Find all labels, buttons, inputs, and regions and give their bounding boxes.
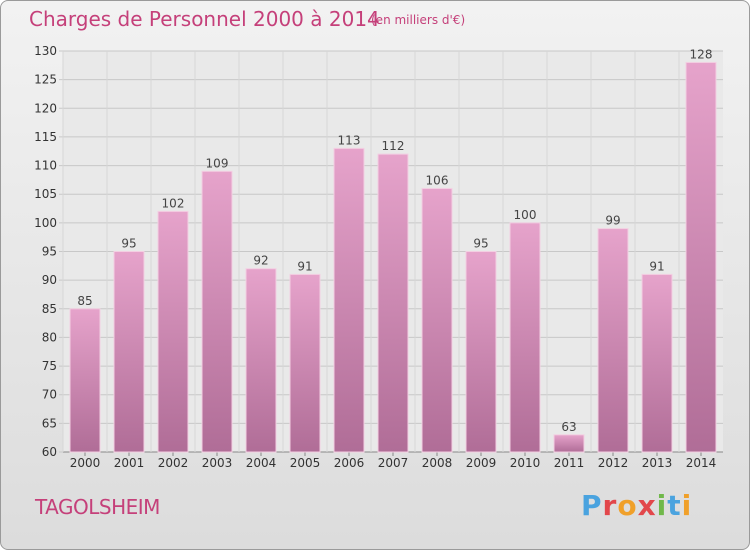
bar-2009 — [465, 251, 497, 453]
x-tick-label-2014: 2014 — [686, 456, 717, 470]
x-tick-label-2006: 2006 — [334, 456, 365, 470]
value-label-2014: 128 — [690, 47, 713, 61]
x-tick-label-2001: 2001 — [114, 456, 145, 470]
y-tick-label: 115 — [34, 130, 57, 144]
x-tick-label-2011: 2011 — [554, 456, 585, 470]
bar-2001 — [113, 251, 145, 453]
y-tick-label: 125 — [34, 73, 57, 87]
label-layer: 85 2000 95 2001 102 2002 109 2003 92 2004 91 2005 11… — [70, 47, 717, 470]
y-tick-label: 95 — [42, 245, 57, 259]
x-tick-label-2010: 2010 — [510, 456, 541, 470]
x-tick-label-2005: 2005 — [290, 456, 321, 470]
x-tick-label-2013: 2013 — [642, 456, 673, 470]
x-tick-label-2008: 2008 — [422, 456, 453, 470]
chart-unit: (en milliers d'€) — [371, 13, 466, 27]
logo-letter: t — [667, 489, 682, 522]
logo-letter: r — [602, 489, 618, 522]
bar-2002 — [157, 210, 189, 453]
y-tick-label: 100 — [34, 216, 57, 230]
x-tick-label-2007: 2007 — [378, 456, 409, 470]
value-label-2013: 91 — [649, 259, 664, 273]
y-tick-label: 110 — [34, 159, 57, 173]
value-label-2007: 112 — [382, 139, 405, 153]
y-tick-label: 65 — [42, 416, 57, 430]
y-tick-label: 80 — [42, 330, 57, 344]
value-label-2005: 91 — [297, 259, 312, 273]
bar-2012 — [597, 228, 629, 453]
y-tick-label: 75 — [42, 359, 57, 373]
value-label-2001: 95 — [121, 237, 136, 251]
x-tick-label-2009: 2009 — [466, 456, 497, 470]
y-tick-label: 85 — [42, 302, 57, 316]
value-label-2012: 99 — [605, 214, 620, 228]
value-label-2003: 109 — [206, 156, 229, 170]
bar-2013 — [641, 273, 673, 453]
proxiti-logo[interactable]: Proxiti — [581, 489, 692, 522]
chart-title: Charges de Personnel 2000 à 2014 — [29, 7, 380, 31]
bar-layer — [69, 61, 717, 453]
value-label-2011: 63 — [561, 420, 576, 434]
city-name: TAGOLSHEIM — [35, 495, 160, 519]
value-label-2009: 95 — [473, 237, 488, 251]
y-tick-label: 120 — [34, 101, 57, 115]
bar-2005 — [289, 273, 321, 453]
x-tick-label-2000: 2000 — [70, 456, 101, 470]
x-tick-label-2003: 2003 — [202, 456, 233, 470]
bar-2010 — [509, 222, 541, 453]
bar-2007 — [377, 153, 409, 453]
bar-2011 — [553, 434, 585, 453]
value-label-2000: 85 — [77, 294, 92, 308]
y-tick-label: 130 — [34, 44, 57, 58]
y-tick-label: 70 — [42, 388, 57, 402]
value-label-2010: 100 — [514, 208, 537, 222]
value-label-2002: 102 — [162, 196, 185, 210]
y-tick-label: 60 — [42, 445, 57, 459]
y-tick-label: 105 — [34, 187, 57, 201]
bar-2003 — [201, 170, 233, 453]
value-label-2006: 113 — [338, 133, 361, 147]
bar-2006 — [333, 147, 365, 453]
logo-letter: i — [681, 489, 693, 522]
bar-2000 — [69, 308, 101, 453]
value-label-2004: 92 — [253, 254, 268, 268]
y-tick-label: 90 — [42, 273, 57, 287]
x-tick-label-2012: 2012 — [598, 456, 629, 470]
x-tick-label-2002: 2002 — [158, 456, 189, 470]
bar-2014 — [685, 61, 717, 453]
bar-2008 — [421, 187, 453, 453]
logo-letter: i — [656, 489, 668, 522]
logo-letter: P — [581, 489, 603, 522]
x-tick-label-2004: 2004 — [246, 456, 277, 470]
value-label-2008: 106 — [426, 173, 449, 187]
logo-letter: x — [637, 489, 657, 522]
bar-2004 — [245, 268, 277, 453]
logo-letter: o — [617, 489, 638, 522]
